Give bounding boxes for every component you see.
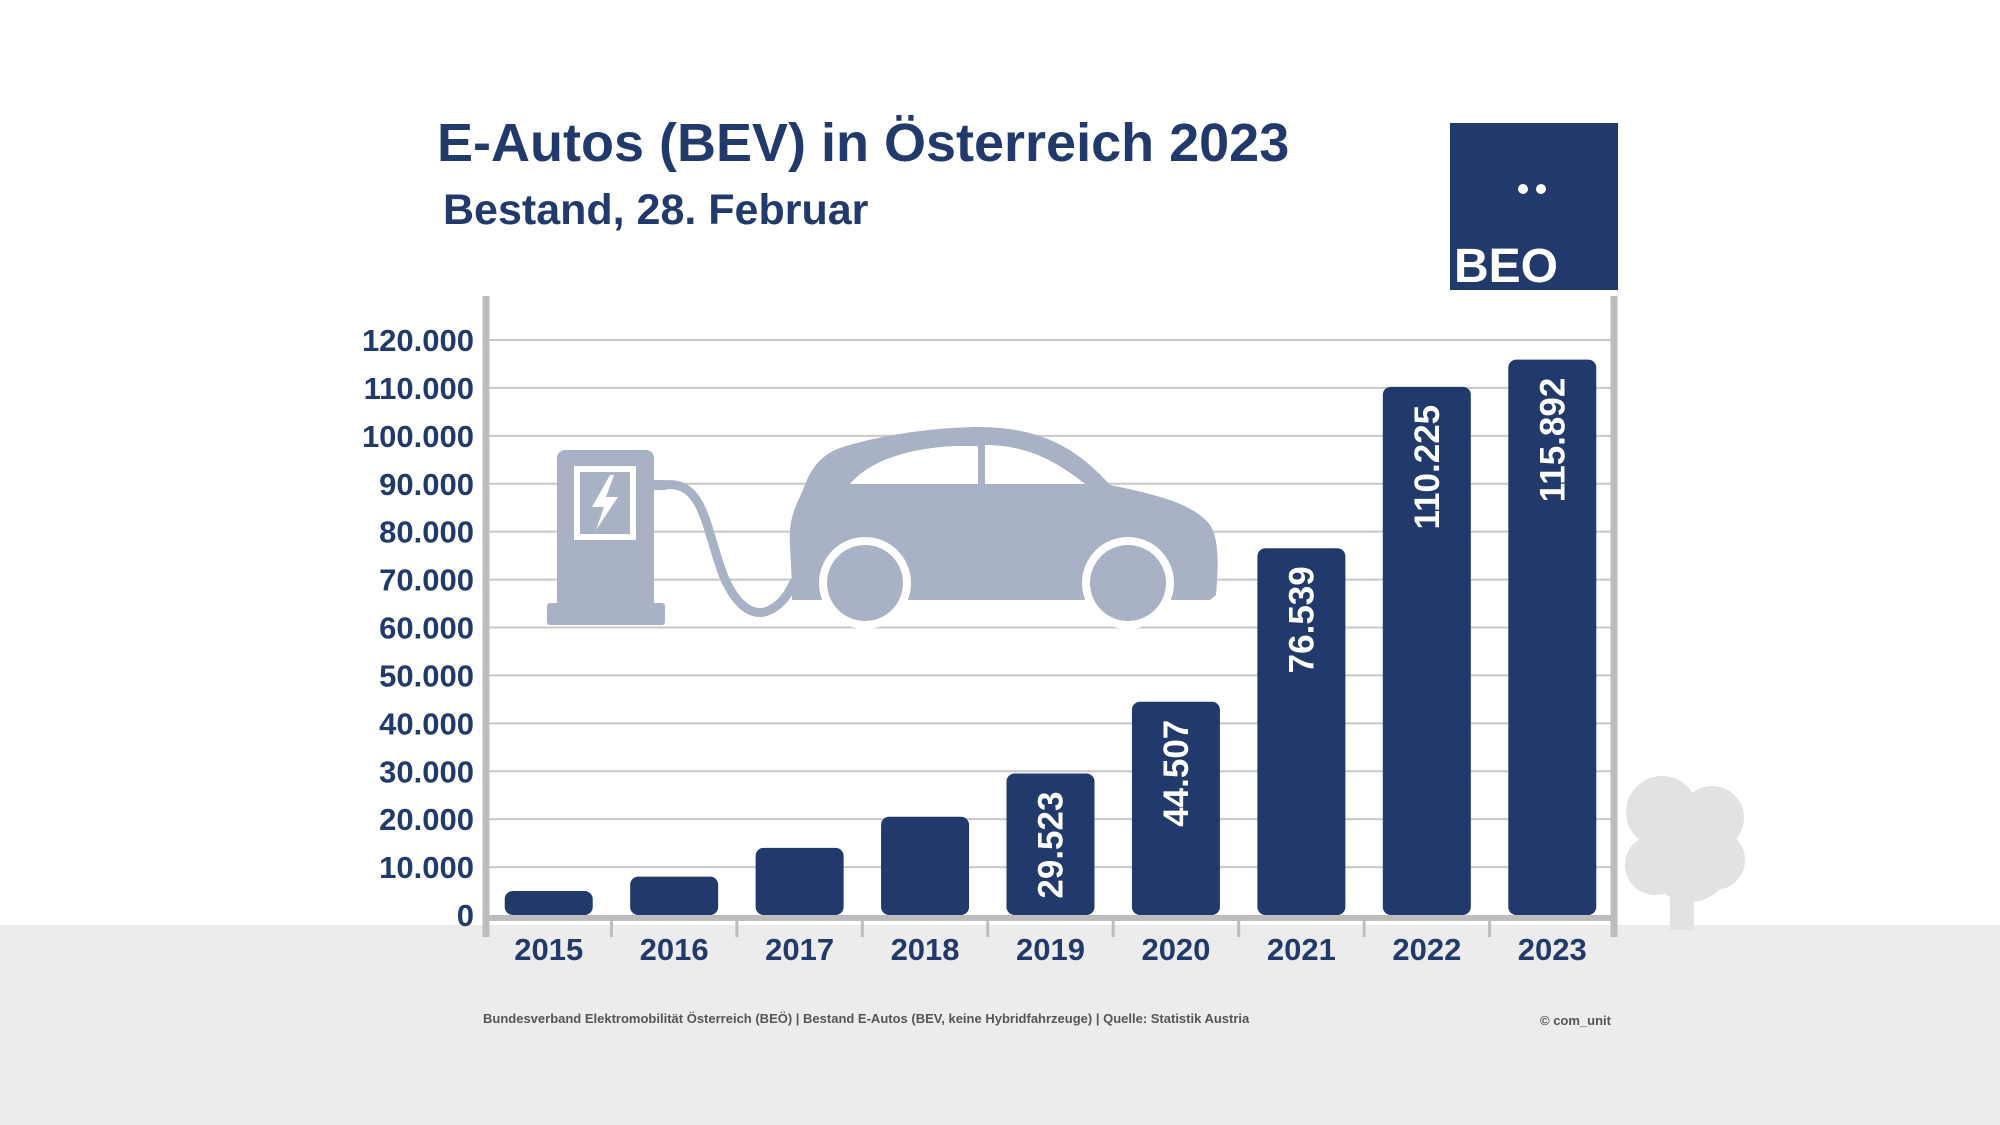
bar-2021: [1257, 548, 1346, 915]
beo-logo: BEO: [1450, 123, 1618, 293]
logo-umlaut-dots: [1518, 181, 1554, 199]
y-tick-label: 110.000: [364, 371, 474, 406]
y-tick-label: 120.000: [362, 323, 474, 358]
bar-2023: [1508, 359, 1597, 915]
y-tick-label: 90.000: [379, 467, 474, 502]
copyright-notice: © com_unit: [1540, 1013, 1611, 1028]
x-tick-label: 2022: [1392, 932, 1461, 967]
charging-station-icon: [547, 450, 799, 625]
chart-subtitle: Bestand, 28. Februar: [443, 186, 869, 234]
x-tick-label: 2018: [891, 932, 960, 967]
electric-car-icon: [789, 427, 1218, 629]
x-tick-label: 2019: [1016, 932, 1085, 967]
data-label: 115.892: [1533, 378, 1572, 503]
x-tick-label: 2016: [640, 932, 709, 967]
y-tick-label: 100.000: [362, 419, 474, 454]
bar-2016: [630, 876, 719, 915]
y-tick-label: 30.000: [379, 754, 474, 789]
ground-band: [0, 925, 2000, 1125]
bar-2015: [504, 891, 593, 915]
x-tick-label: 2017: [765, 932, 834, 967]
y-tick-label: 0: [457, 898, 474, 933]
data-label: 76.539: [1282, 566, 1321, 673]
chart-title: E-Autos (BEV) in Österreich 2023: [437, 113, 1290, 173]
y-tick-label: 10.000: [379, 850, 474, 885]
y-tick-label: 70.000: [379, 563, 474, 598]
tree-icon: [1625, 776, 1745, 930]
data-label: 44.507: [1157, 720, 1196, 827]
y-tick-label: 20.000: [379, 802, 474, 837]
x-tick-label: 2021: [1267, 932, 1336, 967]
y-tick-label: 80.000: [379, 515, 474, 550]
y-tick-label: 40.000: [379, 706, 474, 741]
bar-2022: [1382, 386, 1471, 916]
bar-2018: [881, 816, 970, 915]
data-label: 29.523: [1032, 792, 1071, 899]
x-tick-label: 2015: [514, 932, 583, 967]
x-tick-label: 2023: [1518, 932, 1587, 967]
source-footer: Bundesverband Elektromobilität Österreic…: [483, 1011, 1250, 1026]
logo-text: BEO: [1454, 240, 1559, 293]
y-tick-label: 60.000: [379, 611, 474, 646]
y-tick-label: 50.000: [379, 658, 474, 693]
bar-2017: [755, 847, 844, 915]
x-tick-label: 2020: [1141, 932, 1210, 967]
bar-2019: [1006, 773, 1095, 915]
bar-2020: [1131, 701, 1220, 915]
data-label: 110.225: [1408, 405, 1447, 530]
